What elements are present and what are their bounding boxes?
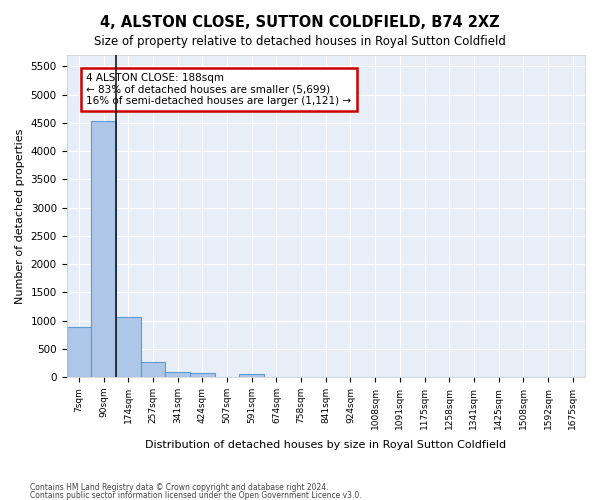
Bar	[91, 120, 116, 377]
Bar	[239, 374, 264, 377]
Bar	[116, 317, 140, 377]
Text: 4, ALSTON CLOSE, SUTTON COLDFIELD, B74 2XZ: 4, ALSTON CLOSE, SUTTON COLDFIELD, B74 2…	[100, 15, 500, 30]
Bar	[140, 362, 165, 377]
Text: 4 ALSTON CLOSE: 188sqm
← 83% of detached houses are smaller (5,699)
16% of semi-: 4 ALSTON CLOSE: 188sqm ← 83% of detached…	[86, 73, 352, 106]
Text: Contains public sector information licensed under the Open Government Licence v3: Contains public sector information licen…	[30, 490, 362, 500]
Bar	[165, 372, 190, 377]
Text: Contains HM Land Registry data © Crown copyright and database right 2024.: Contains HM Land Registry data © Crown c…	[30, 484, 329, 492]
Bar	[190, 372, 215, 377]
Bar	[67, 328, 91, 377]
Y-axis label: Number of detached properties: Number of detached properties	[15, 128, 25, 304]
X-axis label: Distribution of detached houses by size in Royal Sutton Coldfield: Distribution of detached houses by size …	[145, 440, 506, 450]
Text: Size of property relative to detached houses in Royal Sutton Coldfield: Size of property relative to detached ho…	[94, 35, 506, 48]
